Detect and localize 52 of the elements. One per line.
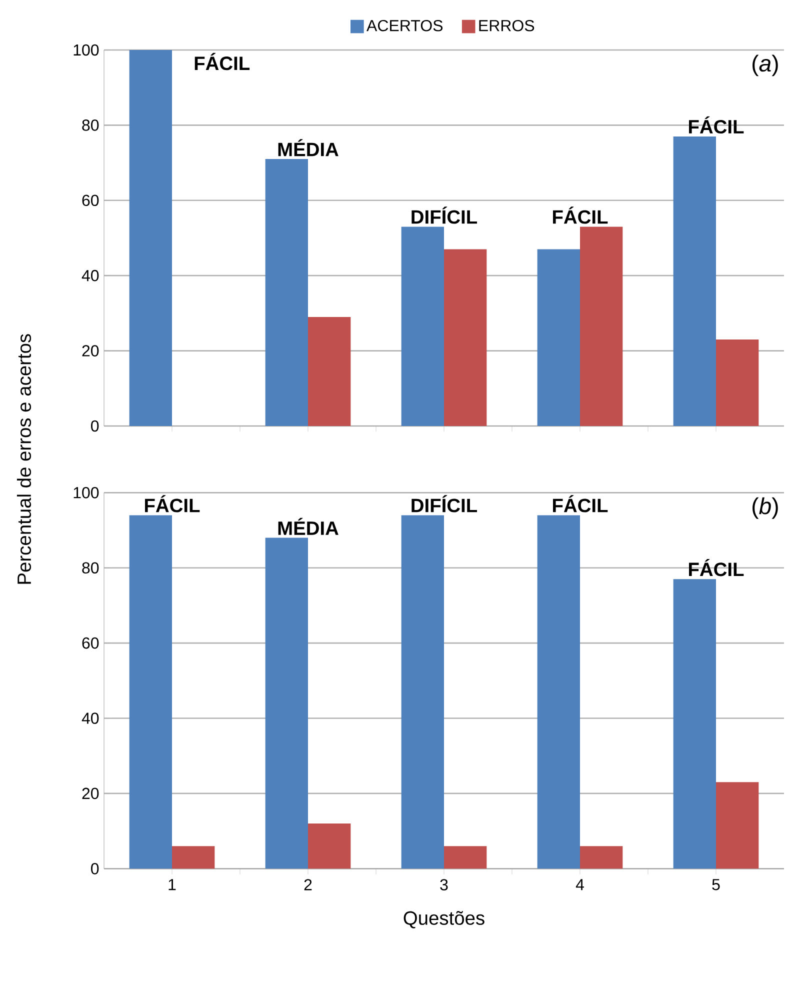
annotation: DIFÍCIL [412,495,478,512]
annotation: FÁCIL [145,495,200,512]
y-axis-title: Percentual de erros e acertos [16,334,32,584]
bar [444,846,487,869]
y-tick-label: 0 [91,863,99,874]
x-tick-label: 1 [168,879,176,890]
y-tick-label: 0 [91,420,99,432]
bar [716,340,759,426]
bar [308,316,351,426]
legend-label: ACERTOS [366,20,443,32]
legend-label: ERROS [479,20,534,32]
bar [401,515,444,869]
bar [172,846,215,869]
bar [580,226,623,426]
bar [537,249,580,426]
x-axis-title: Questões [404,910,484,928]
x-tick-label: 5 [712,879,720,890]
y-tick-label: 100 [74,487,99,498]
annotation: (a) [752,54,778,76]
annotation: FÁCIL [689,116,744,134]
y-tick-label: 60 [82,194,99,206]
bar [580,846,623,869]
annotation: MÉDIA [278,139,338,156]
bar [673,579,716,869]
y-tick-label: 40 [82,712,99,724]
bar [265,538,308,869]
bar [401,226,444,426]
annotation: FÁCIL [689,559,744,576]
bar [673,136,716,426]
annotation: FÁCIL [553,206,608,224]
bar [716,782,759,869]
annotation: FÁCIL [194,52,250,70]
bar [444,249,487,426]
y-tick-label: 100 [74,44,99,56]
y-tick-label: 80 [82,120,99,131]
x-tick-label: 4 [576,879,584,890]
y-tick-label: 60 [82,637,99,649]
annotation: (b) [752,497,778,519]
x-tick-label: 3 [440,879,448,890]
bar [129,50,172,426]
x-tick-label: 2 [304,879,312,890]
y-tick-label: 80 [82,562,99,574]
annotation: FÁCIL [553,495,608,512]
bar [308,824,351,869]
bar [265,159,308,426]
y-tick-label: 20 [82,788,99,800]
y-tick-label: 40 [82,270,99,282]
annotation: DIFÍCIL [412,206,478,224]
annotation: MÉDIA [278,518,338,535]
bar [537,515,580,869]
bar [129,515,172,869]
y-tick-label: 20 [82,345,99,356]
